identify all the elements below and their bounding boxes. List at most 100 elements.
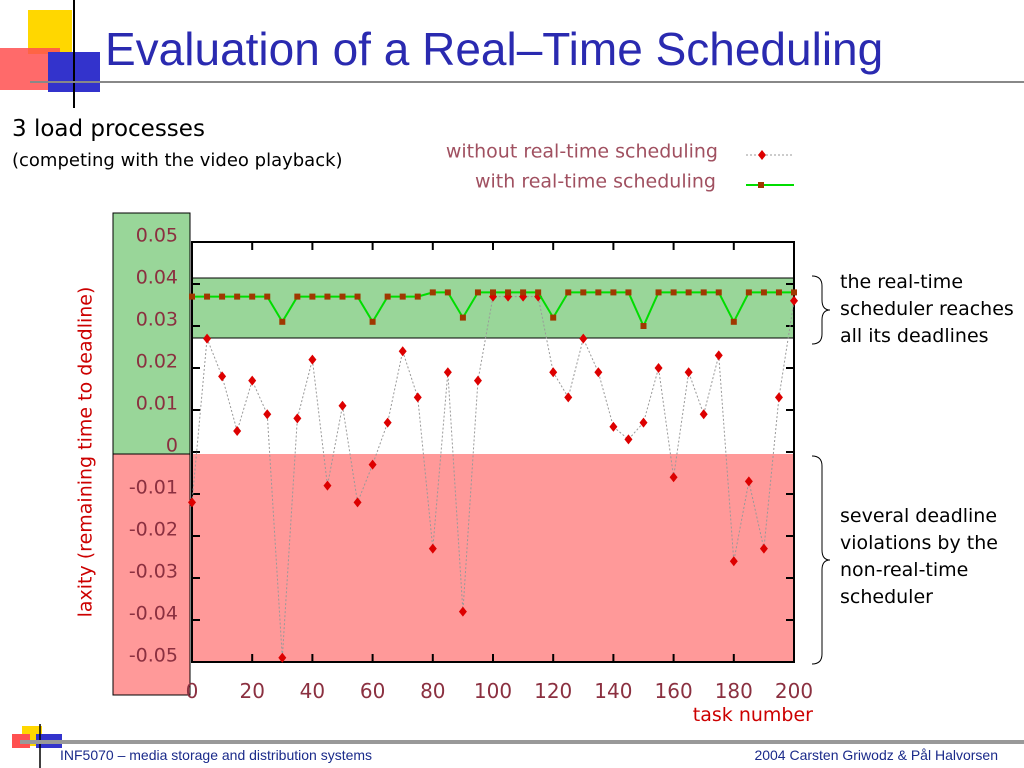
marker (669, 472, 678, 483)
marker (655, 289, 662, 296)
marker (353, 497, 362, 508)
marker (744, 476, 753, 487)
violation-region (192, 454, 794, 662)
ok-box (112, 212, 191, 455)
marker (565, 289, 572, 296)
y-tick-label: 0.01 (136, 393, 178, 415)
marker (188, 497, 196, 508)
marker (278, 652, 287, 663)
marker (218, 371, 227, 382)
marker (234, 293, 241, 300)
x-tick-label: 0 (186, 679, 199, 703)
annotation: the real-time scheduler reaches all its … (840, 271, 1014, 347)
slide-title: Evaluation of a Real–Time Scheduling (105, 23, 884, 75)
marker (279, 318, 286, 325)
marker (580, 289, 587, 296)
marker (323, 480, 332, 491)
marker (700, 289, 707, 296)
marker (203, 333, 212, 344)
marker (399, 293, 406, 300)
subtitle: 3 load processes (12, 116, 205, 142)
marker (685, 289, 692, 296)
marker (564, 392, 573, 403)
marker (294, 293, 301, 300)
x-axis-label: task number (693, 704, 813, 726)
marker (368, 459, 377, 470)
y-tick-label: 0.05 (136, 225, 178, 247)
marker (443, 367, 452, 378)
marker (398, 346, 407, 357)
marker (309, 293, 316, 300)
annotation: several deadline violations by the non-r… (840, 505, 998, 608)
x-tick-label: 80 (420, 679, 445, 703)
legend-swatch (758, 150, 766, 160)
marker (204, 293, 211, 300)
marker (219, 293, 226, 300)
marker (595, 289, 602, 296)
marker (699, 409, 708, 420)
marker (670, 289, 677, 296)
marker (609, 421, 618, 432)
marker (684, 367, 693, 378)
marker (550, 314, 557, 321)
marker (790, 295, 798, 306)
marker (458, 606, 467, 617)
marker (413, 392, 422, 403)
x-tick-label: 160 (655, 679, 693, 703)
marker (610, 289, 617, 296)
y-tick-label: -0.01 (129, 477, 178, 499)
marker (535, 289, 542, 296)
marker (791, 289, 797, 296)
marker (233, 426, 242, 436)
marker (640, 323, 647, 329)
marker (429, 289, 436, 296)
x-tick-label: 100 (474, 679, 512, 703)
x-tick-label: 120 (534, 679, 572, 703)
marker (774, 392, 783, 403)
y-tick-label: 0 (166, 435, 178, 457)
marker (263, 409, 272, 420)
marker (594, 367, 603, 378)
marker (324, 293, 331, 300)
marker (338, 400, 347, 411)
marker (293, 413, 302, 424)
subtitle: (competing with the video playback) (12, 150, 343, 171)
marker (579, 333, 588, 344)
legend-label: with real-time scheduling (475, 171, 716, 193)
marker (625, 289, 632, 296)
x-tick-label: 140 (594, 679, 632, 703)
footer: INF5070 – media storage and distribution… (60, 747, 373, 763)
y-tick-label: 0.02 (136, 351, 178, 373)
marker (384, 293, 391, 300)
x-tick-label: 60 (360, 679, 385, 703)
legend-label: without real-time scheduling (446, 141, 718, 163)
marker (520, 289, 527, 296)
marker (729, 556, 738, 567)
marker (745, 289, 752, 296)
brace (811, 275, 831, 345)
marker (654, 363, 663, 373)
marker (354, 293, 361, 300)
marker (459, 314, 466, 321)
footer: 2004 Carsten Griwodz & Pål Halvorsen (754, 747, 998, 763)
marker (248, 375, 257, 386)
deco (28, 10, 72, 54)
marker (474, 289, 481, 296)
x-tick-label: 20 (239, 679, 264, 703)
marker (444, 289, 451, 296)
y-tick-label: -0.03 (129, 561, 178, 583)
marker (249, 293, 256, 300)
marker (624, 434, 633, 445)
y-axis-label: laxity (remaining time to deadline) (75, 287, 97, 618)
marker (308, 354, 317, 365)
marker (715, 289, 722, 296)
marker (730, 318, 737, 325)
marker (264, 293, 271, 300)
marker (383, 417, 392, 428)
marker (369, 318, 376, 325)
y-tick-label: 0.03 (136, 309, 178, 331)
y-tick-label: -0.04 (129, 603, 178, 625)
marker (339, 293, 346, 300)
x-tick-label: 180 (715, 679, 753, 703)
